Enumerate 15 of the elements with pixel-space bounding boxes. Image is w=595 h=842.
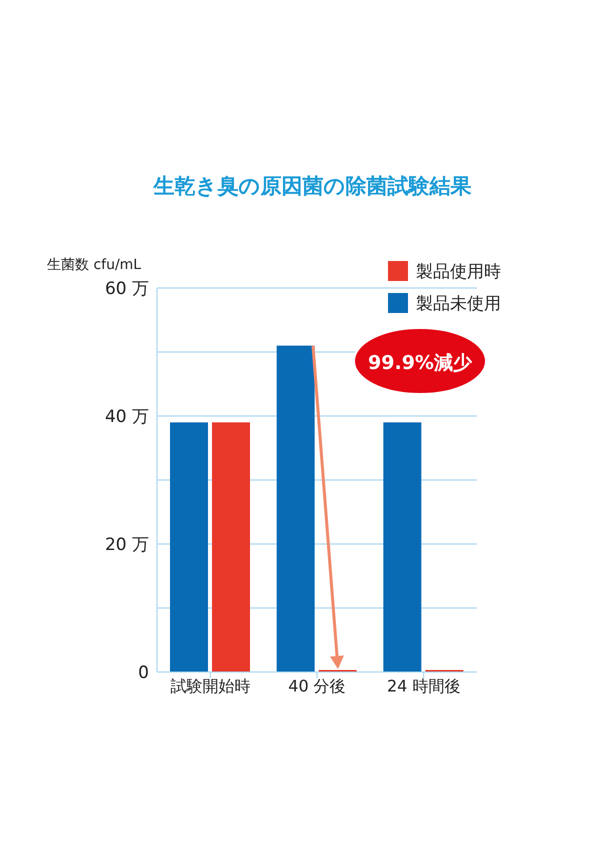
y-tick-label: 60 万	[104, 279, 149, 300]
x-tick-label: 試験開始時	[170, 676, 250, 696]
x-tick-label: 40 分後	[288, 676, 346, 696]
annotation: 99.9%減少	[368, 352, 473, 374]
bar	[383, 422, 422, 672]
x-tick-label: 24 時間後	[386, 676, 460, 696]
y-tick-label: 0	[138, 663, 149, 684]
y-tick-label: 40 万	[104, 407, 149, 428]
y-tick-label: 20 万	[104, 535, 149, 556]
bar	[170, 422, 208, 672]
y-axis-title: 生菌数 cfu/mL	[47, 256, 142, 274]
bar	[212, 422, 250, 672]
chart-title: 生乾き臭の原因菌の除菌試験結果	[152, 173, 472, 200]
legend-label: 製品使用時	[415, 260, 501, 284]
legend-label: 製品未使用	[415, 292, 501, 316]
